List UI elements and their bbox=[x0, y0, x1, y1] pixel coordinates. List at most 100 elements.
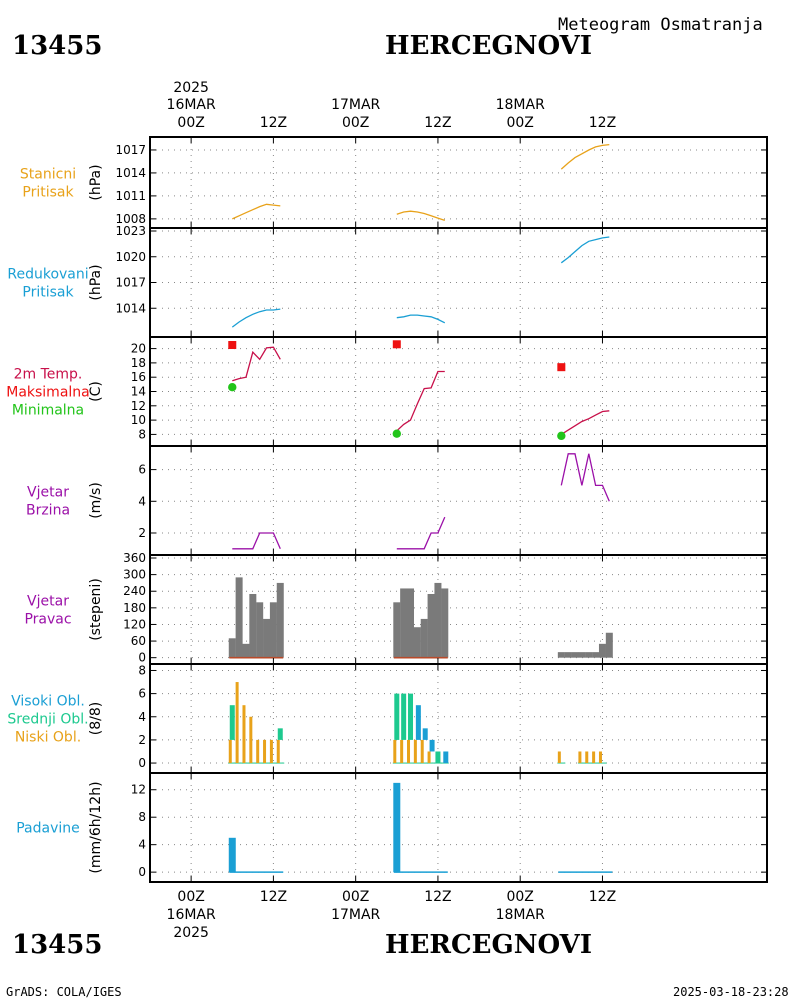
panel-frame bbox=[149, 445, 768, 556]
panel-label: Pravac bbox=[24, 612, 71, 628]
y-tick-label: 8 bbox=[138, 427, 146, 441]
y-tick-label: 1008 bbox=[115, 212, 146, 226]
y-tick-label: 2 bbox=[138, 733, 146, 747]
y-tick-label: 1014 bbox=[115, 166, 146, 180]
bar bbox=[441, 588, 449, 658]
panel-label: Niski Obl. bbox=[15, 730, 81, 746]
series-line bbox=[560, 143, 610, 170]
y-axis-unit: (mm/6h/12h) bbox=[88, 781, 104, 873]
panel-frame bbox=[149, 772, 768, 883]
y-tick-label: 1020 bbox=[115, 250, 146, 264]
bottom-axis-hour: 00Z bbox=[342, 889, 369, 905]
y-axis-unit: (m/s) bbox=[88, 482, 104, 519]
top-axis-date: 16MAR bbox=[167, 97, 216, 113]
bottom-axis-date: 17MAR bbox=[331, 907, 380, 923]
top-axis-hour: 12Z bbox=[424, 115, 451, 131]
max-temp-marker bbox=[557, 363, 566, 372]
bottom-axis-date: 18MAR bbox=[496, 907, 545, 923]
low-cloud-bar bbox=[598, 751, 602, 764]
bar bbox=[420, 618, 428, 658]
panel-precipitation: 0 4 8 12 (mm/6h/12h) Padavine bbox=[16, 772, 768, 883]
y-tick-label: 1023 bbox=[115, 224, 146, 238]
y-tick-label: 0 bbox=[138, 865, 146, 879]
series-line bbox=[231, 308, 281, 328]
bottom-axis-date: 16MAR bbox=[167, 907, 216, 923]
y-tick-label: 10 bbox=[131, 413, 146, 427]
low-cloud-bar bbox=[269, 739, 273, 764]
panel-frame bbox=[149, 336, 768, 447]
low-cloud-bar bbox=[256, 739, 260, 764]
y-tick-label: 360 bbox=[123, 551, 146, 565]
top-axis-hour: 00Z bbox=[506, 115, 533, 131]
bar bbox=[393, 602, 401, 658]
min-temp-marker bbox=[228, 383, 237, 392]
low-cloud-bar bbox=[235, 682, 239, 764]
top-axis-year: 2025 bbox=[173, 80, 209, 96]
bottom-axis-hour: 12Z bbox=[589, 889, 616, 905]
bottom-axis-hour: 12Z bbox=[260, 889, 287, 905]
y-tick-label: 4 bbox=[138, 494, 146, 508]
top-axis-hour: 00Z bbox=[177, 115, 204, 131]
y-tick-label: 4 bbox=[138, 838, 146, 852]
bottom-time-axis: 00Z 16MAR 2025 12Z 00Z 17MAR 12Z 00Z 18MAR 12Z bbox=[167, 889, 617, 941]
series-line bbox=[560, 236, 610, 264]
series-line bbox=[560, 453, 610, 502]
high-cloud-bar bbox=[443, 751, 449, 764]
y-tick-label: 16 bbox=[131, 370, 146, 384]
series-line bbox=[560, 410, 610, 435]
series-line bbox=[396, 370, 445, 432]
low-cloud-bar bbox=[592, 751, 596, 764]
series-line bbox=[396, 314, 446, 324]
low-cloud-bar bbox=[557, 751, 561, 764]
low-cloud-bar bbox=[249, 716, 253, 764]
y-tick-label: 18 bbox=[131, 356, 146, 370]
panel-label: Vjetar bbox=[27, 485, 69, 501]
y-tick-label: 4 bbox=[138, 710, 146, 724]
bar bbox=[235, 577, 243, 658]
bar bbox=[585, 652, 593, 658]
low-cloud-bar bbox=[228, 739, 232, 764]
bar bbox=[228, 837, 236, 873]
y-tick-label: 1017 bbox=[115, 143, 146, 157]
y-tick-label: 6 bbox=[138, 463, 146, 477]
bar bbox=[605, 632, 613, 658]
mid-cloud-bar bbox=[435, 751, 441, 764]
y-tick-label: 8 bbox=[138, 810, 146, 824]
panel-label: Visoki Obl. bbox=[11, 694, 85, 710]
mid-cloud-bar bbox=[394, 693, 400, 740]
top-axis-hour: 12Z bbox=[260, 115, 287, 131]
high-cloud-bar bbox=[429, 739, 435, 752]
footer-credit: GrADS: COLA/IGES bbox=[6, 985, 122, 999]
bar bbox=[557, 652, 565, 658]
y-tick-label: 60 bbox=[131, 634, 146, 648]
top-axis-hour: 12Z bbox=[589, 115, 616, 131]
series-line bbox=[396, 516, 446, 550]
top-axis-date: 18MAR bbox=[496, 97, 545, 113]
panel-label: Maksimalna bbox=[6, 385, 90, 401]
bar bbox=[407, 588, 415, 658]
low-cloud-bar bbox=[413, 739, 417, 764]
bar bbox=[400, 588, 408, 658]
y-axis-unit: (hPa) bbox=[88, 164, 104, 200]
mid-cloud-bar bbox=[408, 693, 414, 740]
low-cloud-bar bbox=[242, 705, 246, 764]
low-cloud-bar bbox=[276, 739, 280, 764]
bottom-axis-hour: 00Z bbox=[506, 889, 533, 905]
bar bbox=[256, 602, 264, 658]
y-tick-label: 180 bbox=[123, 601, 146, 615]
station-name-top: HERCEGNOVI bbox=[385, 31, 592, 61]
panel-label: Pritisak bbox=[22, 185, 74, 201]
bar bbox=[413, 627, 421, 658]
y-tick-label: 0 bbox=[138, 756, 146, 770]
panel-wind-speed: 2 4 6 (m/s) Vjetar Brzina bbox=[26, 445, 768, 556]
y-axis-unit: (stepeni) bbox=[88, 578, 104, 641]
panel-reduced-pressure: 1014 1017 1020 1023 (hPa)Redukovani Pritisak bbox=[7, 224, 768, 338]
bar bbox=[228, 638, 236, 658]
bottom-axis-hour: 12Z bbox=[424, 889, 451, 905]
mid-cloud-bar bbox=[229, 705, 235, 740]
series-line bbox=[232, 203, 281, 220]
panel-label: Padavine bbox=[16, 821, 80, 837]
bar bbox=[434, 582, 442, 658]
